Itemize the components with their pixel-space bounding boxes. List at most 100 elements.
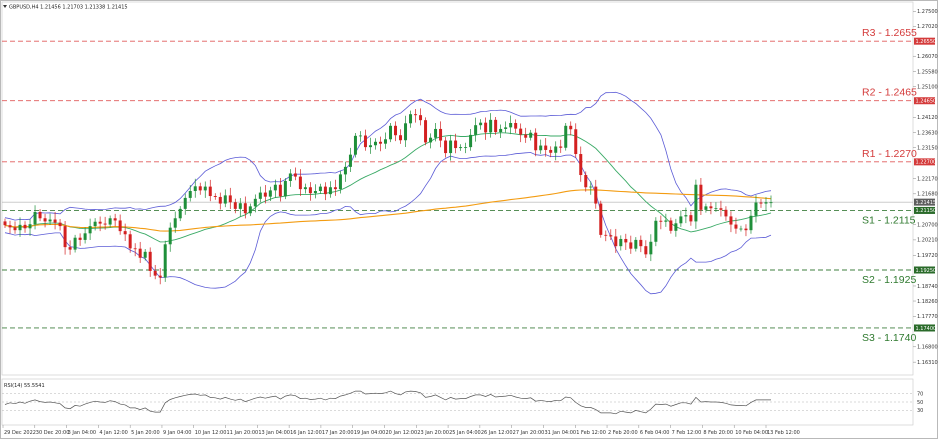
candle-body <box>749 215 753 231</box>
x-tick-label: 16 Jan 12:00 <box>290 430 322 436</box>
candle-body <box>108 218 112 225</box>
price-tag-r3 <box>914 37 935 45</box>
x-tick-label: 1 Feb 12:00 <box>576 430 606 436</box>
candle-body <box>73 237 77 250</box>
candle-body <box>549 149 553 153</box>
candle-body <box>308 187 312 194</box>
candle-body <box>669 220 673 231</box>
candle-body <box>484 122 488 133</box>
candle-body <box>98 221 102 224</box>
candle-body <box>83 233 87 240</box>
candle-body <box>173 218 177 228</box>
candle-body <box>619 238 623 247</box>
rsi-indicator: 70 50 30 <box>2 390 923 414</box>
candle-body <box>238 203 242 209</box>
candle-body <box>328 187 332 195</box>
x-tick-label: 27 Jan 20:00 <box>513 430 545 436</box>
candle-body <box>148 251 152 271</box>
candle-body <box>358 135 362 137</box>
candle-body <box>509 122 513 128</box>
price-tag-text-s2: 1.19250 <box>916 268 937 274</box>
candle-body <box>554 146 558 153</box>
candle-body <box>48 219 52 222</box>
candle-body <box>499 128 503 133</box>
candle-body <box>258 192 262 199</box>
candle-body <box>689 215 693 222</box>
candle-body <box>674 223 678 231</box>
y-tick-label: 1.18260 <box>917 299 938 305</box>
x-tick-label: 10 Jan 12:00 <box>195 430 227 436</box>
candle-body <box>253 198 257 207</box>
candle-body <box>113 218 117 221</box>
candlesticks <box>3 108 773 285</box>
candle-body <box>524 134 528 138</box>
candle-body <box>243 203 247 214</box>
y-tick-label: 1.22170 <box>917 176 938 182</box>
x-tick-label: 26 Jan 12:00 <box>481 430 513 436</box>
candle-body <box>764 202 768 204</box>
y-tick-label: 1.18740 <box>917 284 938 290</box>
y-tick-label: 1.27500 <box>917 9 938 15</box>
candle-body <box>13 227 17 231</box>
x-tick-label: 10 Feb 04:00 <box>735 430 768 436</box>
candle-body <box>579 154 583 176</box>
candle-body <box>709 206 713 209</box>
bollinger-upper <box>4 91 772 221</box>
candle-body <box>504 127 508 129</box>
candle-body <box>639 239 643 247</box>
candle-body <box>559 146 563 148</box>
candle-body <box>103 223 107 225</box>
candle-body <box>43 218 47 222</box>
candle-body <box>213 196 217 197</box>
x-tick-label: 3 Jan 04:00 <box>68 430 96 436</box>
y-tick-label: 1.17770 <box>917 314 938 320</box>
candle-body <box>424 120 428 143</box>
candle-body <box>654 220 658 242</box>
candle-body <box>373 141 377 146</box>
candle-body <box>333 187 337 190</box>
candle-body <box>273 184 277 191</box>
candle-body <box>383 139 387 144</box>
price-tag-text-s1: 1.21150 <box>916 208 937 214</box>
candle-body <box>514 122 518 129</box>
candle-body <box>123 231 127 235</box>
x-tick-label: 9 Jan 04:00 <box>163 430 191 436</box>
price-tag-s2 <box>914 266 935 274</box>
candle-body <box>459 147 463 149</box>
x-tick-label: 4 Jan 12:00 <box>99 430 127 436</box>
price-tag-s1 <box>914 206 935 214</box>
candle-body <box>78 237 82 240</box>
candle-body <box>394 125 398 136</box>
price-tag-text-r3: 1.26550 <box>916 39 937 45</box>
price-tag-r1 <box>914 158 935 166</box>
candle-body <box>178 208 182 219</box>
y-tick-label: 1.20210 <box>917 238 938 244</box>
current-price-tag <box>914 198 935 206</box>
candle-body <box>409 114 413 124</box>
level-label-r3: R3 - 1.2655 <box>862 27 917 39</box>
candle-body <box>23 224 27 229</box>
y-tick-label: 1.27020 <box>917 24 938 30</box>
candle-body <box>704 206 708 210</box>
candle-body <box>313 191 317 194</box>
rsi-level-label: 30 <box>917 408 923 414</box>
candle-body <box>288 173 292 181</box>
candle-body <box>584 175 588 188</box>
candle-body <box>128 234 132 249</box>
candle-body <box>298 176 302 190</box>
candle-body <box>368 145 372 148</box>
ma-orange <box>4 189 772 232</box>
price-tag-r2 <box>914 97 935 105</box>
candle-body <box>193 186 197 192</box>
candle-body <box>53 219 57 223</box>
candle-body <box>759 202 763 204</box>
candle-body <box>539 145 543 151</box>
candle-body <box>694 184 698 222</box>
x-tick-label: 11 Jan 20:00 <box>227 430 259 436</box>
candle-body <box>3 221 7 226</box>
price-tag-s3 <box>914 324 935 332</box>
level-label-r1: R1 - 1.2270 <box>862 148 917 160</box>
symbol-dropdown-icon[interactable] <box>3 5 7 8</box>
price-tag-text-r1: 1.22700 <box>916 160 937 166</box>
